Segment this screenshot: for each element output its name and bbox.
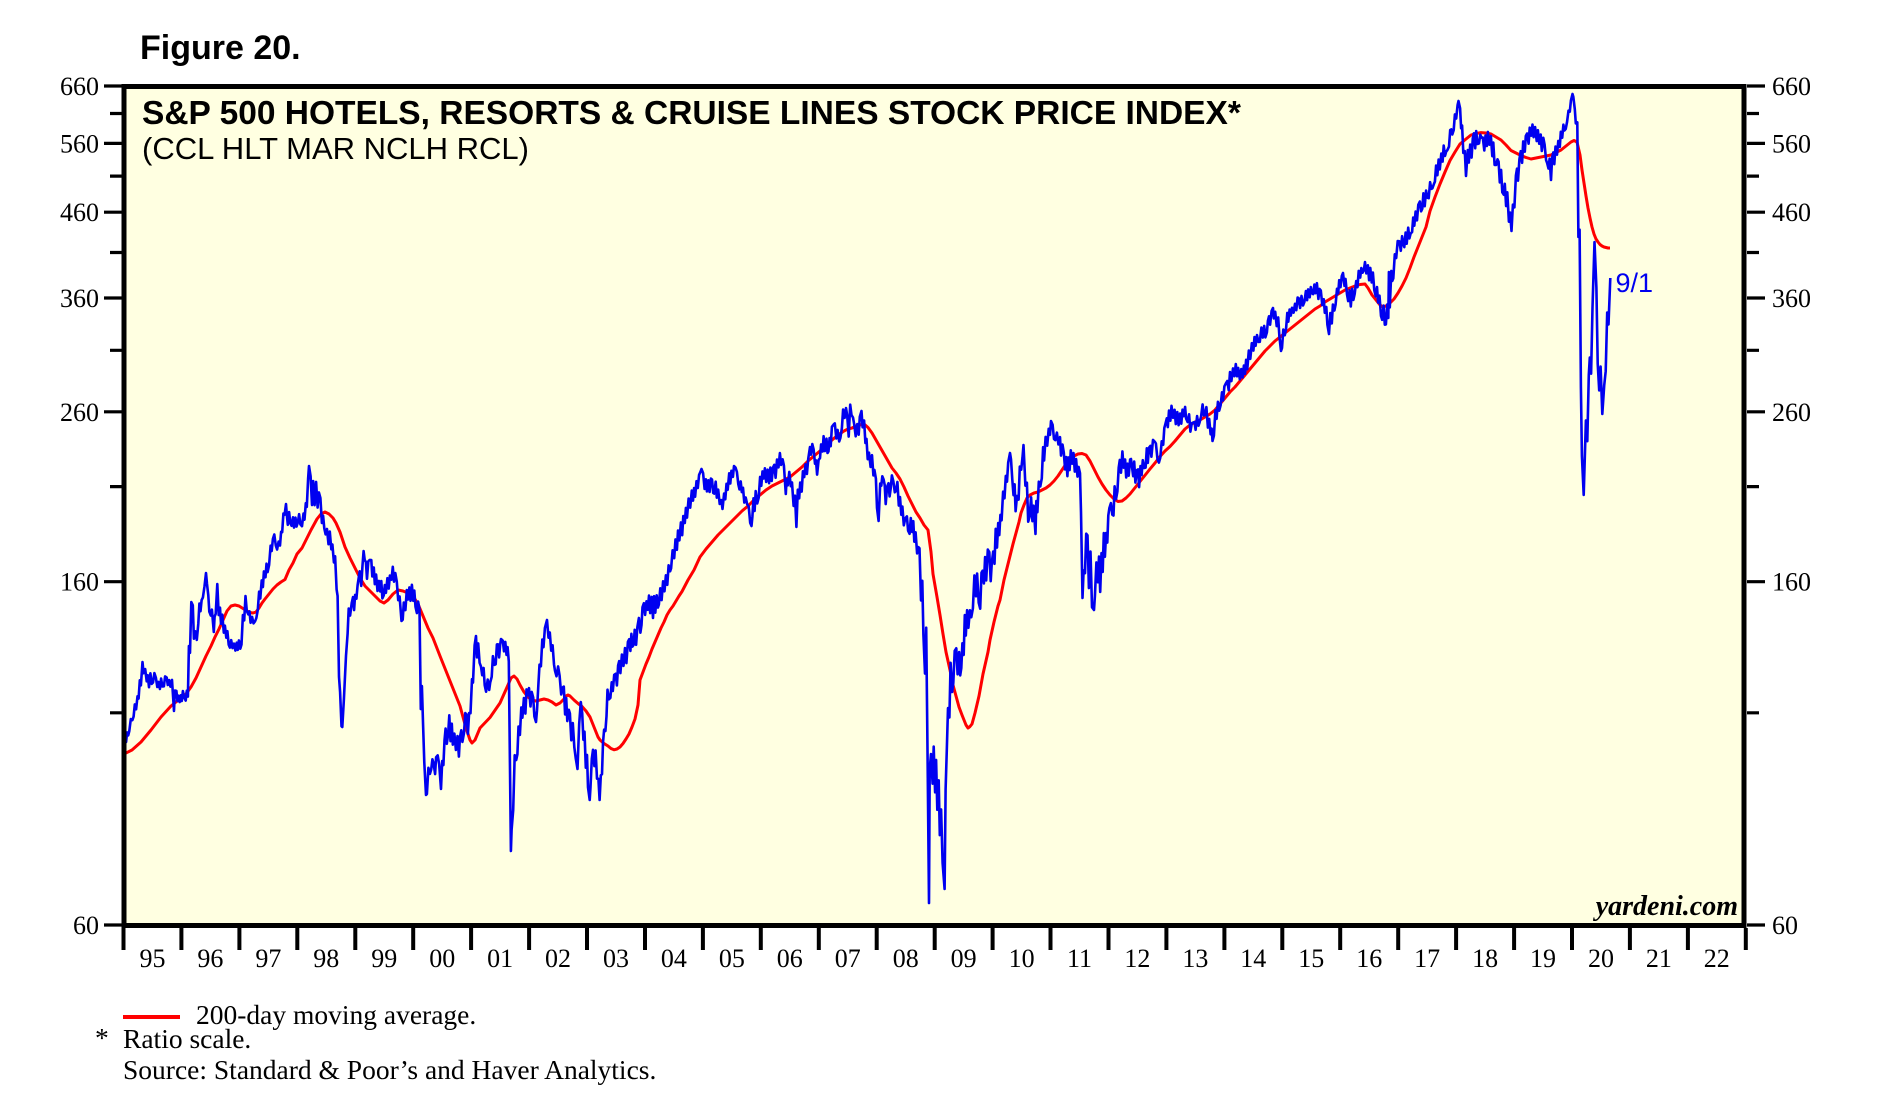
svg-text:12: 12: [1124, 944, 1150, 973]
svg-text:200-day moving average.: 200-day moving average.: [196, 999, 476, 1030]
svg-text:yardeni.com: yardeni.com: [1593, 891, 1738, 922]
svg-text:S&P 500 HOTELS, RESORTS & CRUI: S&P 500 HOTELS, RESORTS & CRUISE LINES S…: [142, 95, 1241, 132]
svg-text:260: 260: [1772, 398, 1811, 427]
svg-text:04: 04: [661, 944, 687, 973]
svg-text:21: 21: [1646, 944, 1672, 973]
svg-text:660: 660: [1772, 72, 1811, 101]
svg-text:95: 95: [140, 944, 166, 973]
svg-text:60: 60: [1772, 911, 1798, 940]
svg-text:22: 22: [1704, 944, 1730, 973]
svg-text:13: 13: [1182, 944, 1208, 973]
svg-text:*: *: [95, 1022, 109, 1053]
svg-text:14: 14: [1240, 944, 1266, 973]
svg-text:460: 460: [1772, 198, 1811, 227]
svg-text:160: 160: [1772, 568, 1811, 597]
svg-text:360: 360: [1772, 284, 1811, 313]
svg-text:9/1: 9/1: [1615, 268, 1653, 298]
svg-text:06: 06: [777, 944, 803, 973]
svg-text:Figure 20.: Figure 20.: [140, 29, 301, 67]
svg-text:16: 16: [1356, 944, 1382, 973]
svg-text:160: 160: [60, 568, 99, 597]
svg-text:98: 98: [313, 944, 339, 973]
svg-text:560: 560: [1772, 129, 1811, 158]
svg-text:01: 01: [487, 944, 513, 973]
svg-text:18: 18: [1472, 944, 1498, 973]
svg-text:02: 02: [545, 944, 571, 973]
svg-text:00: 00: [429, 944, 455, 973]
svg-text:96: 96: [197, 944, 223, 973]
svg-text:20: 20: [1588, 944, 1614, 973]
svg-text:11: 11: [1067, 944, 1092, 973]
svg-text:09: 09: [951, 944, 977, 973]
svg-text:08: 08: [893, 944, 919, 973]
svg-text:19: 19: [1530, 944, 1556, 973]
svg-text:560: 560: [60, 129, 99, 158]
svg-text:Source: Standard & Poor’s and: Source: Standard & Poor’s and Haver Anal…: [123, 1054, 656, 1085]
svg-text:Ratio scale.: Ratio scale.: [123, 1023, 251, 1054]
svg-text:260: 260: [60, 398, 99, 427]
svg-text:97: 97: [255, 944, 281, 973]
svg-text:460: 460: [60, 198, 99, 227]
svg-text:360: 360: [60, 284, 99, 313]
svg-text:17: 17: [1414, 944, 1440, 973]
svg-text:60: 60: [73, 911, 99, 940]
svg-text:07: 07: [835, 944, 861, 973]
svg-text:(CCL HLT MAR NCLH RCL): (CCL HLT MAR NCLH RCL): [142, 131, 529, 166]
svg-text:03: 03: [603, 944, 629, 973]
svg-text:99: 99: [371, 944, 397, 973]
svg-text:10: 10: [1009, 944, 1035, 973]
svg-text:660: 660: [60, 72, 99, 101]
svg-text:05: 05: [719, 944, 745, 973]
svg-text:15: 15: [1298, 944, 1324, 973]
